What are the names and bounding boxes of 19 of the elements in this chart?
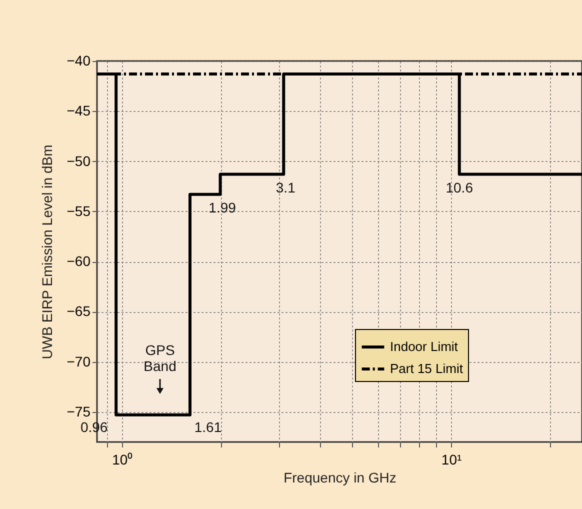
y-tick-label: −75 [66,403,91,420]
x-tick-label: 10¹ [441,452,462,468]
x-tick-label: 10⁰ [112,452,133,468]
annotation: 10.6 [446,179,474,196]
legend-label: Part 15 Limit [390,361,464,376]
y-tick-label: −65 [66,303,91,320]
y-axis-title: UWB EIRP Emission Level in dBm [38,144,55,360]
y-tick-label: −70 [66,353,91,370]
annotation: 1.99 [208,199,236,216]
y-tick-label: −40 [66,52,91,68]
y-tick-label: −60 [66,253,91,270]
y-tick-label: −55 [66,202,91,219]
y-tick-label: −45 [66,102,91,119]
annotation: GPS Band [144,342,176,374]
annotation: 3.1 [276,179,296,196]
legend-label: Indoor Limit [390,339,458,354]
annotation: 1.61 [194,418,222,435]
x-axis-title: Frequency in GHz [284,470,396,486]
y-tick-label: −50 [66,152,91,169]
